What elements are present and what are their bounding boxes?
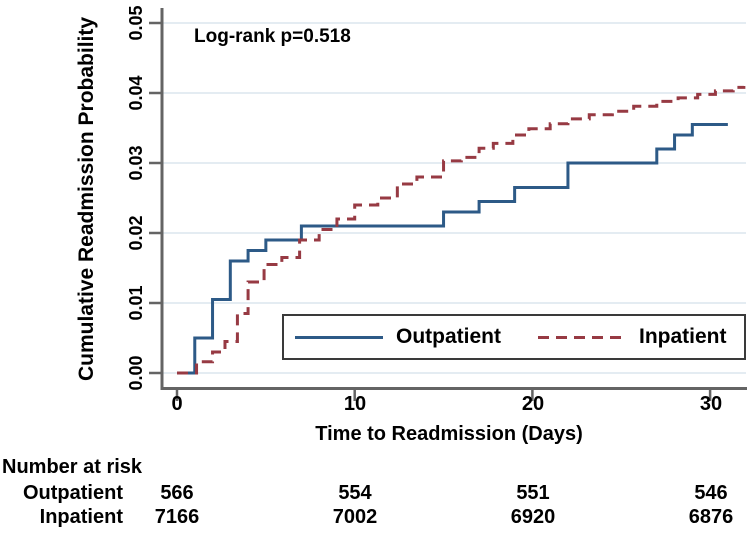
risk-value: 546 — [694, 482, 728, 504]
x-tick-label-30: 30 — [699, 393, 723, 415]
curve-inpatient — [177, 85, 746, 375]
legend: Outpatient Inpatient — [282, 314, 746, 360]
y-tick-label-002: 0.02 — [126, 215, 146, 251]
x-tick-label-0: 0 — [171, 393, 183, 415]
y-axis-title: Cumulative Readmission Probability — [75, 16, 98, 382]
risk-value: 554 — [338, 482, 372, 504]
risk-value: 7002 — [332, 506, 378, 528]
risk-row-inpatient: Inpatient 7166 7002 6920 6876 — [0, 506, 750, 530]
risk-value: 551 — [516, 482, 550, 504]
x-axis-title: Time to Readmission (Days) — [315, 423, 583, 445]
y-tick-label-001: 0.01 — [126, 285, 146, 321]
x-tick-label-10: 10 — [343, 393, 367, 415]
y-tick-label-004: 0.04 — [126, 75, 146, 111]
legend-label-outpatient: Outpatient — [396, 325, 501, 348]
risk-row-label: Outpatient — [23, 482, 123, 504]
log-rank-annotation: Log-rank p=0.518 — [194, 26, 351, 47]
curve-outpatient — [177, 123, 728, 375]
x-tick-label-20: 20 — [521, 393, 545, 415]
y-tick-label-003: 0.03 — [126, 145, 146, 181]
risk-row-outpatient: Outpatient 566 554 551 546 — [0, 482, 750, 506]
risk-value: 6876 — [688, 506, 734, 528]
risk-value: 566 — [160, 482, 194, 504]
y-tick-label-000: 0.00 — [126, 355, 146, 391]
risk-table-title: Number at risk — [2, 456, 143, 478]
risk-value: 7166 — [154, 506, 200, 528]
y-tick-label-005: 0.05 — [126, 5, 146, 41]
legend-line-inpatient — [538, 335, 626, 339]
risk-value: 6920 — [510, 506, 556, 528]
risk-row-label: Inpatient — [39, 506, 123, 528]
legend-label-inpatient: Inpatient — [639, 325, 727, 348]
legend-line-outpatient — [295, 335, 383, 339]
